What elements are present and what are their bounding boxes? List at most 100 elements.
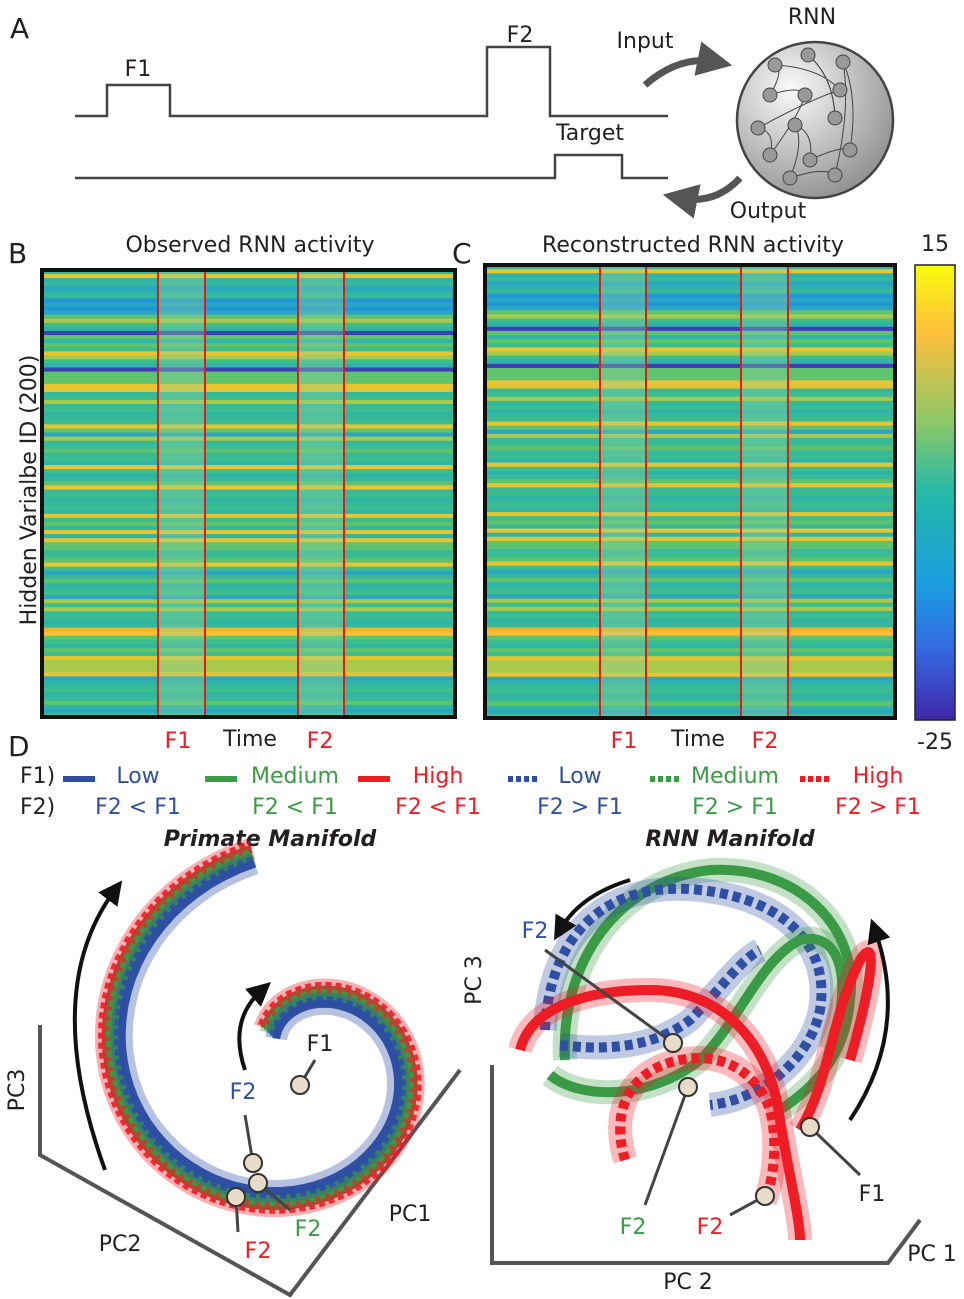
heatmap-row — [485, 647, 895, 653]
heatmap-row — [42, 534, 455, 539]
heatmap-row — [485, 549, 895, 554]
rnn-label: RNN — [788, 5, 836, 30]
colorbar-max: 15 — [921, 232, 949, 257]
heatmap-row — [485, 454, 895, 460]
legend-label: F2 < F1 — [95, 795, 181, 820]
heatmap-row — [485, 297, 895, 303]
heatmap-row — [485, 314, 895, 320]
heatmap-row — [485, 429, 895, 435]
time-label: Time — [222, 727, 277, 752]
heatmap-row — [42, 298, 455, 304]
heatmap-row — [485, 265, 895, 270]
heatmap-row — [485, 339, 895, 344]
heatmap-row — [485, 330, 895, 336]
axis-label: PC1 — [389, 1202, 432, 1227]
heatmap-row — [485, 573, 895, 579]
heatmap-row — [42, 708, 455, 714]
time-mark: F2 — [752, 729, 779, 754]
heatmap-row — [485, 433, 895, 439]
heatmap-row — [42, 375, 455, 381]
axes — [38, 1025, 462, 1298]
heatmap-row — [42, 684, 455, 690]
heatmap-row — [485, 442, 895, 447]
legend: Low F2 < F1 Medium F2 < F1 High F2 < F1 Low F2 … — [63, 764, 921, 820]
rnn-node — [787, 117, 803, 133]
heatmap-row — [42, 436, 455, 442]
heatmap-row — [42, 294, 455, 299]
heatmap-row — [42, 493, 455, 499]
heatmap-row — [42, 351, 455, 356]
pulse-label: F2 — [507, 23, 534, 48]
leader-line — [808, 1125, 862, 1177]
panel-label: A — [10, 12, 29, 45]
rnn-node — [750, 120, 766, 136]
heatmap-row — [42, 578, 455, 584]
event-point — [800, 1117, 820, 1137]
manifold-title: Primate Manifold — [164, 827, 377, 852]
stimulus-band — [158, 270, 205, 717]
heatmap-row — [42, 676, 455, 681]
axis-label: PC 2 — [663, 1270, 713, 1295]
heatmap-row — [485, 409, 895, 414]
heatmap-row — [42, 400, 455, 405]
target-label: Target — [555, 121, 624, 146]
heatmap-row — [485, 396, 895, 402]
heatmap-row — [485, 685, 895, 690]
heatmap — [40, 268, 457, 719]
panel-label: B — [8, 237, 27, 270]
heatmap-row — [485, 277, 895, 282]
heatmap-row — [42, 574, 455, 580]
heatmap-row — [42, 326, 455, 332]
time-mark: F1 — [611, 729, 638, 754]
point-label: F2 — [522, 919, 549, 944]
heatmap-row — [485, 582, 895, 587]
heatmap-row — [42, 668, 455, 673]
heatmap-row — [485, 660, 895, 665]
row-label: F2) — [20, 795, 55, 820]
heatmap-row — [485, 310, 895, 315]
heatmap-row — [42, 635, 455, 641]
heatmap-row — [485, 285, 895, 291]
heatmap-row — [485, 569, 895, 575]
heatmap-row — [485, 413, 895, 418]
time-mark: F2 — [307, 729, 334, 754]
event-point — [663, 1033, 683, 1053]
heatmap-row — [42, 700, 455, 706]
trajectory-dashed — [105, 848, 414, 1207]
heatmap-row — [485, 347, 895, 352]
panel-label: C — [452, 237, 472, 270]
heatmap-row — [485, 479, 895, 484]
heatmap-row — [42, 432, 455, 438]
heatmap-row — [42, 692, 455, 698]
heatmap-row — [485, 516, 895, 521]
heatmap-row — [485, 602, 895, 608]
heatmap-row — [42, 595, 455, 600]
heatmap-row — [485, 425, 895, 431]
heatmap-row — [485, 652, 895, 657]
heatmap-row — [42, 343, 455, 348]
heatmap-row — [485, 335, 895, 340]
heatmap-row — [485, 676, 895, 682]
heatmap-row — [42, 355, 455, 360]
heatmap-row — [485, 491, 895, 497]
heatmap-row — [485, 417, 895, 422]
heatmap-row — [42, 473, 455, 478]
rnn-nodes — [750, 47, 858, 186]
heatmap-row — [42, 310, 455, 316]
direction-arrow — [72, 880, 123, 1171]
point-label: F2 — [295, 1217, 322, 1242]
heatmap-row — [485, 594, 895, 600]
heatmap-row — [42, 526, 455, 531]
heatmap-row — [42, 306, 455, 312]
trajectory — [559, 864, 857, 1115]
heatmap-row — [42, 379, 455, 385]
heatmap-row — [42, 704, 455, 710]
heatmap-row — [485, 380, 895, 385]
heatmap-row — [485, 289, 895, 295]
heatmap-row — [42, 404, 455, 409]
heatmap-row — [485, 281, 895, 287]
heatmap-row — [485, 293, 895, 299]
trajectory-dashed — [540, 883, 827, 1110]
heatmap-row — [485, 372, 895, 377]
